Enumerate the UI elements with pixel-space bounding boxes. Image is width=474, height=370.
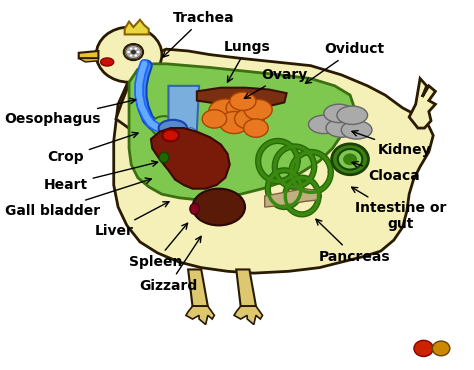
- Circle shape: [127, 51, 130, 54]
- Ellipse shape: [326, 119, 356, 137]
- Polygon shape: [125, 20, 149, 34]
- Ellipse shape: [179, 128, 186, 134]
- Ellipse shape: [159, 152, 169, 162]
- Text: Liver: Liver: [94, 202, 169, 238]
- Ellipse shape: [337, 106, 367, 124]
- Ellipse shape: [170, 128, 178, 134]
- Ellipse shape: [341, 121, 372, 139]
- Polygon shape: [186, 306, 214, 324]
- Text: Lungs: Lungs: [224, 40, 271, 82]
- Polygon shape: [234, 306, 263, 324]
- Ellipse shape: [202, 110, 227, 128]
- Polygon shape: [236, 269, 256, 306]
- Polygon shape: [116, 67, 153, 130]
- Text: Pancreas: Pancreas: [316, 219, 390, 263]
- Ellipse shape: [324, 104, 355, 122]
- Polygon shape: [151, 128, 230, 189]
- Circle shape: [343, 154, 357, 165]
- Text: Cloaca: Cloaca: [352, 161, 419, 183]
- Ellipse shape: [309, 115, 339, 134]
- Text: Gall bladder: Gall bladder: [5, 178, 151, 218]
- Circle shape: [134, 54, 137, 57]
- Polygon shape: [168, 86, 199, 134]
- Circle shape: [129, 54, 133, 57]
- Ellipse shape: [230, 92, 256, 111]
- Text: Trachea: Trachea: [163, 11, 234, 57]
- Text: Intestine or
gut: Intestine or gut: [352, 187, 446, 231]
- Circle shape: [126, 46, 141, 59]
- Text: Crop: Crop: [47, 132, 138, 164]
- Ellipse shape: [159, 120, 187, 136]
- Polygon shape: [188, 269, 208, 306]
- Ellipse shape: [209, 99, 242, 124]
- Polygon shape: [114, 49, 433, 273]
- Circle shape: [134, 47, 137, 50]
- Text: Ovary: Ovary: [245, 68, 308, 98]
- Ellipse shape: [235, 109, 264, 129]
- Text: Oviduct: Oviduct: [305, 42, 384, 83]
- Text: Kidney: Kidney: [352, 131, 432, 157]
- Polygon shape: [129, 64, 355, 200]
- Polygon shape: [197, 88, 287, 106]
- Ellipse shape: [192, 189, 245, 225]
- Text: Oesophagus: Oesophagus: [4, 98, 136, 126]
- Ellipse shape: [100, 58, 114, 66]
- Circle shape: [414, 340, 433, 356]
- Circle shape: [131, 50, 136, 54]
- Ellipse shape: [219, 112, 249, 134]
- Ellipse shape: [190, 204, 200, 214]
- Ellipse shape: [244, 100, 272, 120]
- Polygon shape: [264, 189, 319, 207]
- Ellipse shape: [226, 97, 258, 119]
- Circle shape: [96, 27, 162, 82]
- Polygon shape: [79, 58, 99, 62]
- Ellipse shape: [187, 128, 195, 134]
- Circle shape: [124, 44, 143, 60]
- Circle shape: [137, 51, 140, 54]
- Ellipse shape: [151, 116, 177, 136]
- Text: Heart: Heart: [44, 161, 158, 192]
- Text: Gizzard: Gizzard: [139, 236, 201, 293]
- Ellipse shape: [162, 130, 179, 141]
- Circle shape: [332, 144, 368, 175]
- Polygon shape: [79, 51, 99, 58]
- Circle shape: [432, 341, 450, 356]
- Ellipse shape: [244, 119, 268, 137]
- Polygon shape: [409, 78, 436, 128]
- Text: Spleen: Spleen: [128, 223, 188, 269]
- Circle shape: [338, 149, 362, 169]
- Circle shape: [129, 47, 133, 50]
